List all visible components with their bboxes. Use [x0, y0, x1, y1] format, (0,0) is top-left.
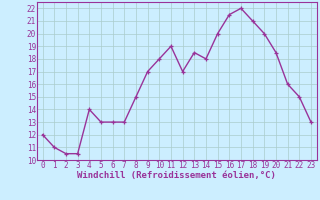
- X-axis label: Windchill (Refroidissement éolien,°C): Windchill (Refroidissement éolien,°C): [77, 171, 276, 180]
